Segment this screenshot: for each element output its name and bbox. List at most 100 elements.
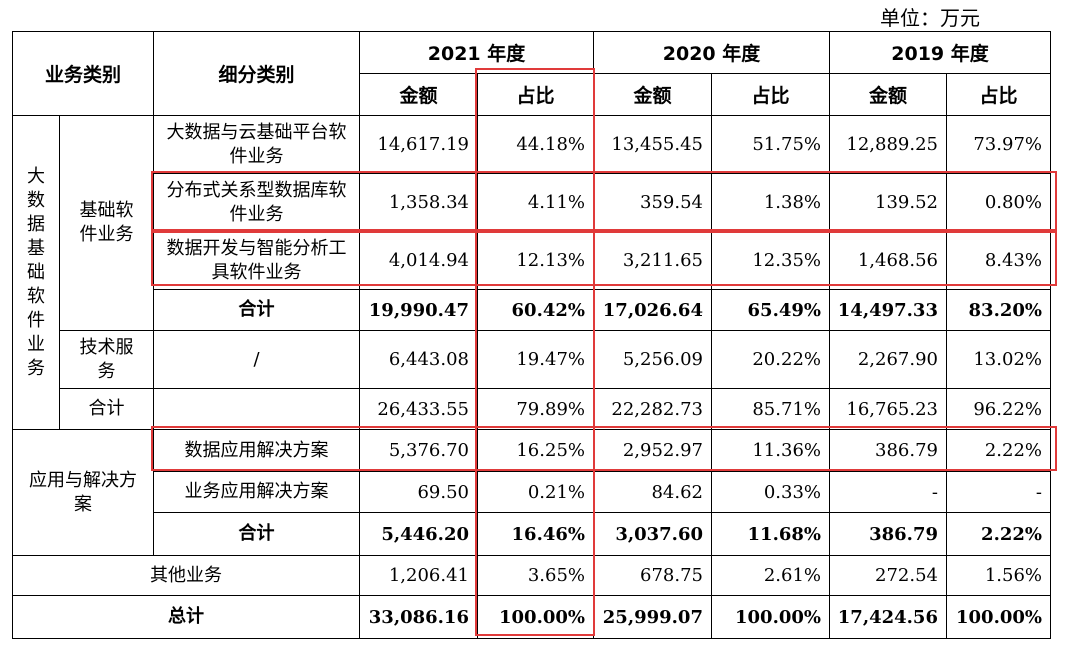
table-row: 数据开发与智能分析工具软件业务 4,014.94 12.13% 3,211.65… [13, 231, 1051, 290]
table-row: 合计 26,433.55 79.89% 22,282.73 85.71% 16,… [13, 388, 1051, 430]
row-name: 合计 [153, 289, 360, 331]
cell-share-2019: - [946, 471, 1051, 513]
cell-share-2019: 2.22% [946, 512, 1051, 556]
cell-amount-2020: 25,999.07 [593, 595, 712, 639]
cell-amount-2020: 678.75 [593, 555, 712, 596]
unit-label: 单位：万元 [880, 6, 980, 30]
header-share-2021: 占比 [477, 73, 594, 116]
cell-amount-2019: 386.79 [829, 512, 947, 556]
cell-share-2021: 4.11% [477, 173, 594, 232]
cell-share-2021: 12.13% [477, 231, 594, 290]
cell-amount-2019: 386.79 [829, 429, 947, 472]
group-basic-software: 基础软件业务 [59, 115, 154, 331]
header-year-2021: 2021 年度 [359, 31, 594, 74]
cell-amount-2020: 22,282.73 [593, 388, 712, 430]
cell-share-2020: 11.36% [711, 429, 830, 472]
header-business-category: 业务类别 [12, 31, 154, 116]
header-amount-2019: 金额 [829, 73, 947, 116]
cell-amount-2019: 2,267.90 [829, 330, 947, 389]
cell-amount-2019: 12,889.25 [829, 115, 947, 174]
cell-amount-2021: 14,617.19 [359, 115, 478, 174]
cell-share-2020: 0.33% [711, 471, 830, 513]
group-big-data-basic-software: 大数据基础软件业务 [12, 115, 60, 430]
cell-share-2019: 100.00% [946, 595, 1051, 639]
row-name: 分布式关系型数据库软件业务 [153, 173, 360, 232]
cell-share-2020: 2.61% [711, 555, 830, 596]
cell-share-2020: 20.22% [711, 330, 830, 389]
cell-amount-2020: 3,211.65 [593, 231, 712, 290]
cell-amount-2021: 1,206.41 [359, 555, 478, 596]
cell-share-2021: 0.21% [477, 471, 594, 513]
cell-amount-2019: - [829, 471, 947, 513]
table-row: 大数据基础软件业务 基础软件业务 大数据与云基础平台软件业务 14,617.19… [12, 115, 1051, 430]
table-row: 业务应用解决方案 69.50 0.21% 84.62 0.33% - - [13, 471, 1051, 513]
cell-share-2019: 8.43% [946, 231, 1051, 290]
row-name: 其他业务 [12, 555, 360, 596]
header-share-2020: 占比 [711, 73, 830, 116]
header-amount-2020: 金额 [593, 73, 712, 116]
cell-share-2020: 65.49% [711, 289, 830, 331]
cell-amount-2019: 17,424.56 [829, 595, 947, 639]
group-app-solutions: 应用与解决方案 [12, 429, 154, 556]
row-name: 业务应用解决方案 [153, 471, 360, 513]
header-year-2020: 2020 年度 [593, 31, 830, 74]
cell-share-2021: 16.46% [477, 512, 594, 556]
cell-share-2020: 100.00% [711, 595, 830, 639]
cell-amount-2020: 359.54 [593, 173, 712, 232]
row-name: 合计 [153, 512, 360, 556]
cell-share-2021: 19.47% [477, 330, 594, 389]
cell-share-2020: 1.38% [711, 173, 830, 232]
row-name: 数据开发与智能分析工具软件业务 [153, 231, 360, 290]
header-row-years: 业务类别 细分类别 2021 年度 2020 年度 2019 年度 [12, 31, 1051, 116]
cell-share-2021: 79.89% [477, 388, 594, 430]
cell-amount-2020: 3,037.60 [593, 512, 712, 556]
cell-share-2021: 60.42% [477, 289, 594, 331]
table-row: 技术服务 / 6,443.08 19.47% 5,256.09 20.22% 2… [13, 330, 1051, 389]
cell-amount-2021: 19,990.47 [359, 289, 478, 331]
table-row: 应用与解决方案 数据应用解决方案 5,376.70 16.25% 2,952.9… [12, 429, 1051, 556]
cell-share-2019: 2.22% [946, 429, 1051, 472]
cell-share-2021: 44.18% [477, 115, 594, 174]
cell-share-2019: 83.20% [946, 289, 1051, 331]
cell-amount-2020: 2,952.97 [593, 429, 712, 472]
table-row: 合计 5,446.20 16.46% 3,037.60 11.68% 386.7… [13, 512, 1051, 556]
cell-amount-2021: 5,446.20 [359, 512, 478, 556]
header-row-metrics: 金额 占比 金额 占比 金额 占比 [13, 73, 1051, 116]
cell-amount-2019: 139.52 [829, 173, 947, 232]
cell-share-2019: 73.97% [946, 115, 1051, 174]
table-row: 其他业务 1,206.41 3.65% 678.75 2.61% 272.54 … [12, 555, 1051, 596]
cell-amount-2019: 14,497.33 [829, 289, 947, 331]
cell-share-2020: 12.35% [711, 231, 830, 290]
cell-amount-2021: 33,086.16 [359, 595, 478, 639]
header-share-2019: 占比 [946, 73, 1051, 116]
cell-share-2020: 11.68% [711, 512, 830, 556]
header-amount-2021: 金额 [359, 73, 478, 116]
cell-amount-2021: 69.50 [359, 471, 478, 513]
cell-amount-2021: 6,443.08 [359, 330, 478, 389]
cell-share-2021: 3.65% [477, 555, 594, 596]
cell-share-2019: 0.80% [946, 173, 1051, 232]
table-row: 分布式关系型数据库软件业务 1,358.34 4.11% 359.54 1.38… [13, 173, 1051, 232]
cell-amount-2020: 13,455.45 [593, 115, 712, 174]
cell-share-2021: 16.25% [477, 429, 594, 472]
row-name: 数据应用解决方案 [153, 429, 360, 472]
cell-amount-2019: 1,468.56 [829, 231, 947, 290]
table-row: 总计 33,086.16 100.00% 25,999.07 100.00% 1… [12, 595, 1051, 639]
row-name: / [153, 330, 360, 389]
empty-cell [153, 388, 360, 430]
row-name: 合计 [59, 388, 154, 430]
cell-amount-2021: 26,433.55 [359, 388, 478, 430]
group-tech-service: 技术服务 [59, 330, 154, 389]
cell-amount-2019: 272.54 [829, 555, 947, 596]
cell-share-2020: 85.71% [711, 388, 830, 430]
cell-amount-2020: 17,026.64 [593, 289, 712, 331]
cell-share-2019: 13.02% [946, 330, 1051, 389]
cell-amount-2020: 84.62 [593, 471, 712, 513]
cell-share-2019: 1.56% [946, 555, 1051, 596]
cell-share-2021: 100.00% [477, 595, 594, 639]
cell-amount-2019: 16,765.23 [829, 388, 947, 430]
row-name: 大数据与云基础平台软件业务 [153, 115, 360, 174]
row-name: 总计 [12, 595, 360, 639]
header-year-2019: 2019 年度 [829, 31, 1051, 74]
revenue-table: 业务类别 细分类别 2021 年度 2020 年度 2019 年度 金额 占比 … [12, 31, 1051, 639]
